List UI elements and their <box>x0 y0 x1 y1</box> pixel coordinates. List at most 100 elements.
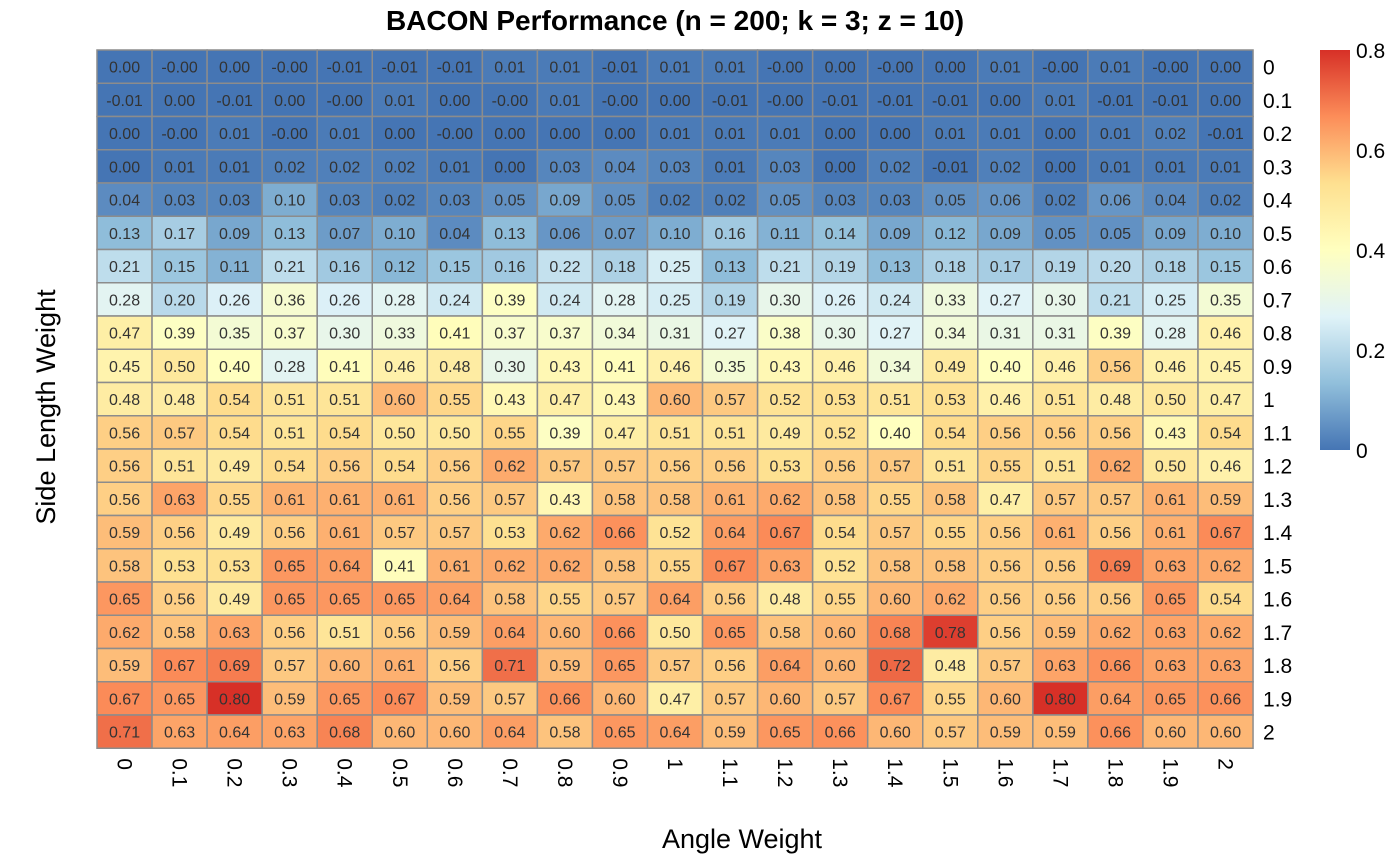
heatmap-cell <box>646 481 704 517</box>
heatmap-cell <box>756 548 814 583</box>
heatmap-cell <box>316 149 374 184</box>
cell-value-label: 0.56 <box>439 459 470 476</box>
row-tick-label: 0.1 <box>1263 90 1292 113</box>
heatmap-cell <box>261 348 318 384</box>
col-labels: 0 0.1 0.2 0.3 0.4 0.5 0.6 0.7 0.8 0.9 1 1.1 1.2 1.3 1.… <box>113 758 1237 788</box>
cell-value-label: 0.54 <box>1210 425 1241 442</box>
cell-value-label: 0.55 <box>494 425 525 442</box>
cell-value-label: 0.60 <box>880 725 911 742</box>
cell-value-label: 0.55 <box>880 492 911 509</box>
heatmap-cell <box>866 149 924 184</box>
heatmap-cell <box>977 348 1034 384</box>
cell-value-label: 0.26 <box>825 292 856 309</box>
heatmap-cell <box>922 415 979 450</box>
heatmap-cell <box>1087 415 1144 450</box>
cell-value-label: 0.18 <box>1155 259 1186 276</box>
cell-value-label: 0.65 <box>1155 691 1186 708</box>
y-axis-title: Side Length Weight <box>31 289 61 525</box>
cell-value-label: 0.01 <box>659 126 690 143</box>
cell-value-label: 0.52 <box>770 392 801 409</box>
row-tick-label: 1.4 <box>1263 522 1293 545</box>
heatmap-cell <box>1032 548 1089 583</box>
cell-value-label: 0.78 <box>935 625 966 642</box>
cell-value-label: 0.56 <box>990 425 1021 442</box>
cell-value-label: 0.12 <box>935 226 966 243</box>
cell-value-label: 0.38 <box>770 326 801 343</box>
heatmap-cell <box>756 714 814 749</box>
heatmap-cell <box>536 714 594 749</box>
cell-value-label: 0.65 <box>384 592 415 609</box>
cell-value-label: 0.56 <box>164 525 195 542</box>
heatmap-cell <box>977 215 1034 251</box>
cell-value-label: 0.51 <box>1045 459 1076 476</box>
cell-value-label: 0.53 <box>825 392 856 409</box>
cell-value-label: 0.35 <box>1210 292 1241 309</box>
cell-value-label: 0.21 <box>274 259 305 276</box>
cell-value-label: -0.00 <box>877 60 914 77</box>
cell-value-label: 0.30 <box>494 359 525 376</box>
cell-value-label: 0.65 <box>274 592 305 609</box>
cell-value-label: 0.56 <box>1100 359 1131 376</box>
heatmap-cell <box>591 49 649 84</box>
cell-value-label: 0.80 <box>219 691 250 708</box>
cell-value-label: 0.01 <box>935 126 966 143</box>
heatmap-cell <box>977 681 1034 716</box>
cell-value-label: 0.19 <box>714 292 745 309</box>
cell-value-label: 0.00 <box>164 93 195 110</box>
heatmap-cell <box>1087 49 1144 84</box>
heatmap-cell <box>922 514 979 550</box>
cell-value-label: 0.00 <box>219 60 250 77</box>
cell-value-label: 0.56 <box>1045 425 1076 442</box>
cell-value-label: 0.50 <box>1155 392 1186 409</box>
row-tick-label: 0.5 <box>1263 223 1292 246</box>
cell-value-label: 0.51 <box>935 459 966 476</box>
heatmap-cell <box>811 714 869 749</box>
row-tick-label: 0.9 <box>1263 356 1292 379</box>
heatmap-cell <box>96 415 153 450</box>
cell-value-label: 0.16 <box>494 259 525 276</box>
cell-value-label: 0.50 <box>384 425 415 442</box>
heatmap-cell <box>371 415 429 450</box>
cell-value-label: 0.00 <box>109 126 140 143</box>
cell-value-label: 0.21 <box>1100 292 1131 309</box>
cell-value-label: 0.22 <box>549 259 580 276</box>
heatmap-cell <box>1197 82 1254 118</box>
cell-value-label: 0.15 <box>164 259 195 276</box>
cell-value-label: 0.00 <box>439 93 470 110</box>
cell-value-label: 0.53 <box>770 459 801 476</box>
heatmap-cell <box>1142 514 1199 550</box>
heatmap-cell <box>1197 381 1254 417</box>
heatmap-cell <box>96 681 153 716</box>
row-tick-label: 0 <box>1263 57 1275 80</box>
cell-value-label: 0.41 <box>439 326 470 343</box>
cell-value-label: 0.30 <box>1045 292 1076 309</box>
cell-value-label: 0.01 <box>549 93 580 110</box>
cell-value-label: -0.01 <box>1152 93 1189 110</box>
cell-value-label: 0.00 <box>825 60 856 77</box>
cell-value-label: 0.00 <box>274 93 305 110</box>
heatmap-cell <box>701 182 759 217</box>
heatmap-cell <box>756 681 814 716</box>
cell-value-label: 0.25 <box>1155 292 1186 309</box>
cell-value-label: 0.65 <box>770 725 801 742</box>
cell-value-label: 0.00 <box>604 126 635 143</box>
heatmap-cell <box>922 149 979 184</box>
heatmap-cell <box>1032 681 1089 716</box>
col-tick-label: 0.9 <box>608 758 631 787</box>
cell-value-label: 0.37 <box>494 326 525 343</box>
cell-value-label: 0.05 <box>604 193 635 210</box>
cell-value-label: 0.63 <box>219 625 250 642</box>
cell-value-label: 0.57 <box>935 725 966 742</box>
cell-value-label: 0.51 <box>164 459 195 476</box>
cell-value-label: 0.41 <box>384 558 415 575</box>
heatmap-cell <box>977 49 1034 84</box>
col-tick-label: 0 <box>113 758 136 770</box>
heatmap-cell <box>591 714 649 749</box>
cell-value-label: 0.51 <box>1045 392 1076 409</box>
heatmap-cell <box>261 381 318 417</box>
cell-value-label: 0.67 <box>384 691 415 708</box>
cell-value-label: 0.60 <box>770 691 801 708</box>
cell-value-label: 0.60 <box>384 725 415 742</box>
heatmap-cell <box>701 481 759 517</box>
heatmap-cell <box>811 647 869 683</box>
